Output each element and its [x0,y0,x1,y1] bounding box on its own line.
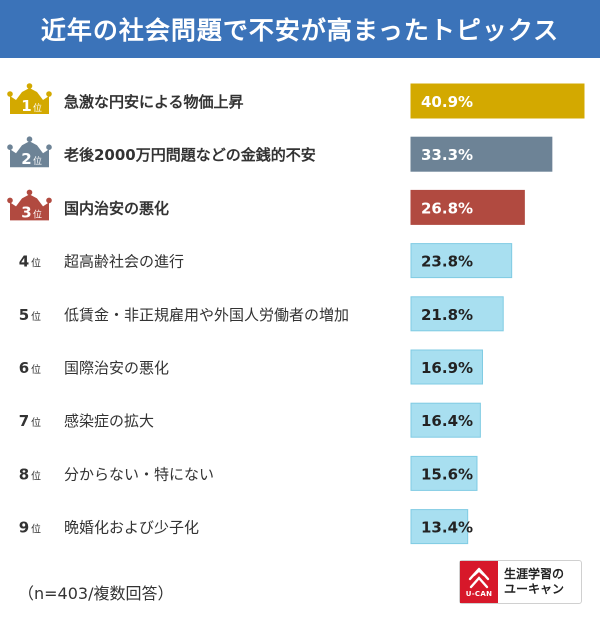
logo-line1: 生涯学習の [504,567,565,581]
value-label: 33.3% [421,146,473,164]
rank-suffix: 位 [33,102,42,114]
ucan-mark-icon [468,567,490,588]
ucan-logo: U-CAN 生涯学習の ユーキャン [459,560,582,604]
rank-number: 2 [21,150,31,168]
bar [410,83,585,119]
rank-suffix: 位 [31,469,41,482]
value-label: 13.4% [421,519,473,537]
category-label: 老後2000万円問題などの金銭的不安 [63,146,316,164]
logo-text: 生涯学習の ユーキャン [498,561,581,603]
value-label: 23.8% [421,253,473,271]
value-label: 16.9% [421,359,473,377]
category-label: 超高齢社会の進行 [64,253,184,271]
rank-suffix: 位 [31,363,41,376]
category-label: 晩婚化および少子化 [64,519,199,537]
bar [410,455,478,491]
bar [410,349,483,385]
rank-number: 7 [19,412,29,430]
title-bar: 近年の社会問題で不安が高まったトピックス [0,0,600,58]
crown-jewel [7,91,13,97]
value-label: 40.9% [421,93,473,111]
rank-number: 3 [21,203,31,221]
value-label: 21.8% [421,306,473,324]
category-label: 国内治安の悪化 [64,199,169,217]
rank-suffix: 位 [31,523,41,536]
bar [410,243,513,279]
rank-suffix: 位 [33,155,42,167]
rank-number: 6 [19,359,29,377]
logo-line2: ユーキャン [504,582,565,596]
crown-jewel [7,144,13,150]
rank-number: 9 [19,519,29,537]
rank-suffix: 位 [31,257,41,270]
rank-number: 1 [21,97,31,115]
category-label: 国際治安の悪化 [64,359,169,377]
crown-jewel [26,189,33,196]
page-title: 近年の社会問題で不安が高まったトピックス [40,16,560,45]
logo-brand: U-CAN [465,589,493,598]
crown-jewel [26,136,33,142]
crown-icon [10,88,49,114]
crown-jewel [7,197,13,204]
rank-number: 8 [19,465,29,483]
rank-number: 5 [19,306,29,324]
bar [410,296,504,332]
bar [410,136,553,172]
sample-size-note: （n=403/複数回答） [18,584,174,603]
rank-suffix: 位 [31,416,41,429]
category-label: 分からない・特にない [64,465,214,483]
bar [410,189,525,225]
category-label: 感染症の拡大 [64,412,154,430]
crown-jewel [46,91,52,97]
value-label: 15.6% [421,465,473,483]
category-label: 低賃金・非正規雇用や外国人労働者の増加 [64,306,349,324]
rank-number: 4 [19,253,29,271]
crown-icon [10,194,49,221]
value-label: 16.4% [421,412,473,430]
crown-icon [10,141,49,168]
ucan-logo-mark: U-CAN [460,561,498,603]
crown-jewel [46,144,52,150]
crown-jewel [46,197,52,204]
bar [410,402,481,438]
value-label: 26.8% [421,199,473,217]
category-label: 急激な円安による物価上昇 [64,93,244,111]
rank-suffix: 位 [31,310,41,323]
crown-jewel [26,83,33,89]
bar [410,509,469,545]
rank-suffix: 位 [33,208,42,220]
bar-chart: 1 位急激な円安による物価上昇 40.9%2 位老後2000万円問題などの金銭的不安 3… [7,83,585,545]
